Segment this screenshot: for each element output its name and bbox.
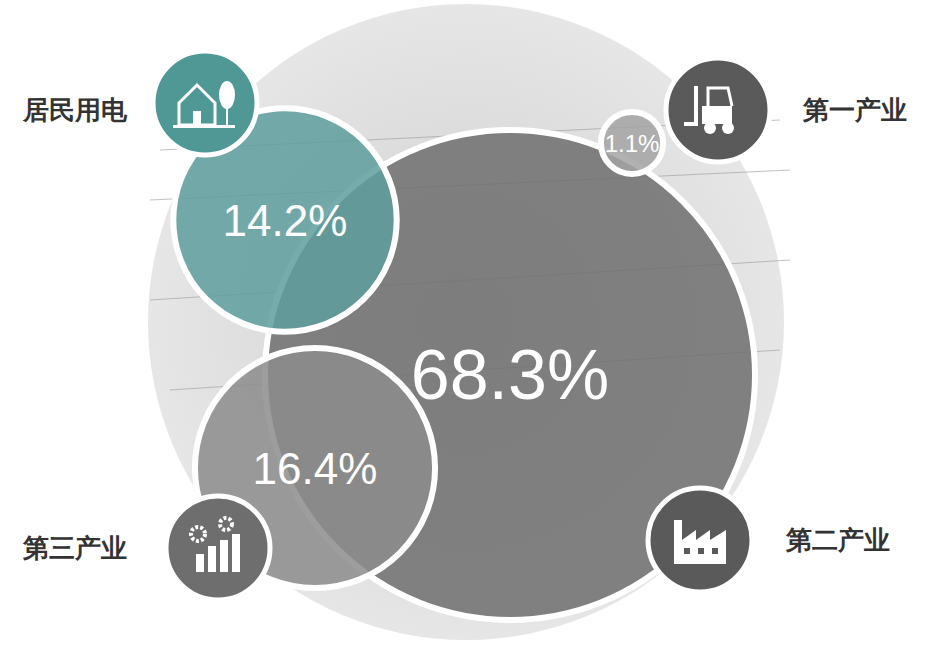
icon-forklift-body xyxy=(702,106,732,124)
icon-factory xyxy=(674,520,726,564)
icon-window xyxy=(712,548,718,554)
icon-circle xyxy=(153,51,257,155)
icon xyxy=(648,488,752,592)
data-label: 14.2% xyxy=(223,196,348,245)
icon-bar xyxy=(232,534,240,572)
background xyxy=(148,4,790,640)
icon-bar xyxy=(208,546,216,572)
icon-wheel xyxy=(704,122,716,134)
background-circle xyxy=(148,4,784,640)
icon-gear xyxy=(191,527,205,541)
icon-trunk xyxy=(226,107,228,125)
category-label: 第一产业 xyxy=(802,95,907,125)
icon-circle xyxy=(648,488,752,592)
icon-circle xyxy=(666,58,770,162)
icons xyxy=(153,51,770,600)
category-labels: 居民用电 第一产业第二产业 第三产业 xyxy=(22,95,907,563)
icon-bar xyxy=(196,554,204,572)
bubble xyxy=(601,112,663,174)
icon-forklift-cab xyxy=(708,88,732,106)
icon-window xyxy=(698,548,704,554)
icon-ground xyxy=(173,125,235,128)
icon-gear xyxy=(220,518,232,530)
icon-house xyxy=(179,85,215,125)
data-labels: 14.2% 1.1% 68.3% 16.4% xyxy=(223,130,660,493)
icon-bar xyxy=(220,540,228,572)
data-label: 1.1% xyxy=(605,130,660,157)
category-label: 居民用电 xyxy=(22,95,128,125)
icon xyxy=(153,51,257,155)
data-label: 16.4% xyxy=(253,444,378,493)
icon xyxy=(166,496,270,600)
icon-wheel xyxy=(722,122,734,134)
icon-circle xyxy=(166,496,270,600)
icon xyxy=(666,58,770,162)
icon-forklift-mast xyxy=(694,86,698,126)
icon-forklift-fork xyxy=(684,122,696,126)
icon-tree xyxy=(219,81,235,109)
icon-window xyxy=(684,548,690,554)
category-label: 第三产业 xyxy=(22,533,127,563)
icon-door xyxy=(193,111,201,125)
category-label: 第二产业 xyxy=(785,525,890,555)
data-label: 68.3% xyxy=(411,336,609,414)
